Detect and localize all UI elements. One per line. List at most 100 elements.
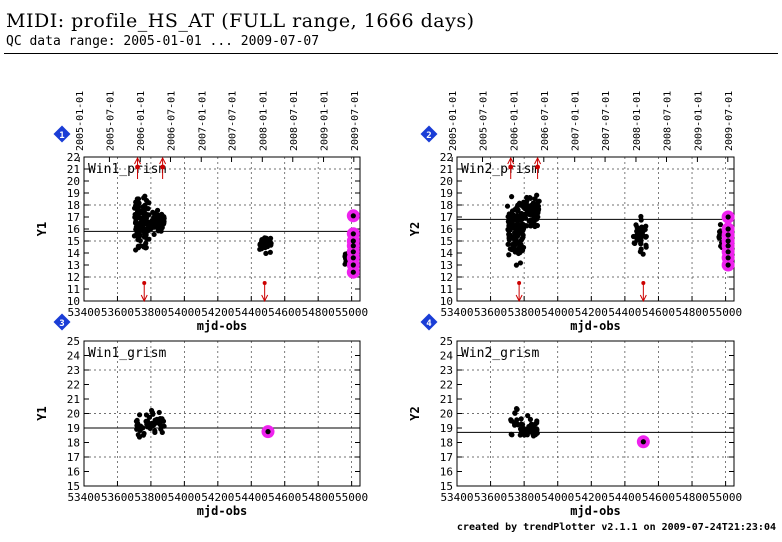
outlier-point bbox=[508, 164, 514, 170]
data-point bbox=[513, 262, 520, 268]
data-point bbox=[725, 214, 731, 220]
y-tick-label: 23 bbox=[440, 364, 453, 377]
data-point bbox=[154, 207, 161, 213]
y-tick-label: 18 bbox=[67, 199, 80, 212]
data-point bbox=[520, 234, 526, 240]
data-point bbox=[725, 243, 731, 249]
x-tick-label: 53400 bbox=[67, 306, 100, 319]
panel-label: Win1_grism bbox=[88, 346, 166, 361]
date-tick-label: 2006-07-01 bbox=[540, 91, 551, 151]
data-point bbox=[267, 249, 273, 255]
data-point bbox=[149, 410, 156, 416]
date-tick-label: 2006-01-01 bbox=[509, 91, 520, 151]
y-tick-label: 11 bbox=[440, 283, 453, 296]
data-point bbox=[637, 231, 643, 237]
data-point bbox=[717, 222, 724, 228]
y-tick-label: 20 bbox=[440, 408, 453, 421]
date-tick-label: 2008-07-01 bbox=[663, 91, 674, 151]
date-tick-label: 2009-07-01 bbox=[350, 91, 361, 151]
data-point bbox=[518, 416, 524, 422]
page-subtitle: QC data range: 2005-01-01 ... 2009-07-07 bbox=[6, 34, 320, 49]
outlier-arrowhead bbox=[140, 294, 148, 303]
date-tick-label: 2007-01-01 bbox=[571, 91, 582, 151]
data-point bbox=[263, 250, 269, 256]
footer-credit: created by trendPlotter v2.1.1 on 2009-0… bbox=[456, 522, 776, 533]
y-tick-label: 16 bbox=[440, 223, 453, 236]
y-tick-label: 17 bbox=[440, 211, 453, 224]
data-point bbox=[350, 255, 356, 261]
data-point bbox=[132, 211, 138, 218]
y-tick-label: 20 bbox=[67, 175, 80, 188]
data-point bbox=[143, 418, 149, 424]
data-point bbox=[140, 225, 146, 231]
data-point bbox=[136, 230, 142, 236]
data-point bbox=[518, 246, 524, 252]
date-tick-label: 2007-01-01 bbox=[197, 91, 208, 151]
x-tick-label: 55000 bbox=[709, 306, 742, 319]
data-point bbox=[518, 429, 525, 436]
data-point bbox=[350, 238, 356, 244]
data-point bbox=[508, 417, 514, 423]
data-point bbox=[136, 412, 143, 418]
date-tick-label: 2009-07-01 bbox=[724, 91, 735, 151]
y-tick-label: 15 bbox=[440, 235, 453, 248]
data-point bbox=[511, 245, 517, 252]
data-point bbox=[517, 260, 524, 266]
panel-number: 4 bbox=[426, 319, 432, 329]
data-point bbox=[153, 420, 159, 426]
outlier-arrowhead bbox=[261, 294, 269, 303]
outlier-point bbox=[135, 164, 140, 170]
date-tick-label: 2006-07-01 bbox=[166, 91, 177, 151]
x-tick-label: 54200 bbox=[575, 306, 608, 319]
y-tick-label: 22 bbox=[67, 151, 80, 164]
data-point bbox=[725, 249, 731, 255]
data-point bbox=[146, 414, 153, 420]
x-axis-label: mjd-obs bbox=[197, 319, 248, 333]
data-point bbox=[524, 432, 530, 438]
y-axis-label: Y1 bbox=[35, 222, 49, 236]
data-point bbox=[265, 429, 271, 435]
data-point bbox=[506, 252, 512, 258]
x-tick-label: 54000 bbox=[541, 491, 574, 504]
x-tick-label: 54600 bbox=[642, 306, 675, 319]
data-point bbox=[145, 219, 151, 225]
data-point bbox=[135, 420, 141, 426]
x-tick-label: 54600 bbox=[268, 491, 301, 504]
data-point bbox=[532, 222, 538, 228]
x-tick-label: 54600 bbox=[642, 491, 675, 504]
data-point bbox=[259, 237, 265, 243]
x-tick-label: 54200 bbox=[201, 306, 234, 319]
data-point bbox=[158, 228, 164, 234]
data-point bbox=[525, 413, 531, 419]
x-tick-label: 54000 bbox=[541, 306, 574, 319]
panel-label: Win2_prism bbox=[461, 162, 539, 177]
data-point bbox=[725, 255, 731, 261]
x-tick-label: 53600 bbox=[474, 491, 507, 504]
data-point bbox=[144, 236, 150, 242]
date-tick-label: 2007-07-01 bbox=[228, 91, 239, 151]
data-point bbox=[145, 206, 151, 212]
date-tick-label: 2005-07-01 bbox=[105, 91, 116, 151]
y-tick-label: 22 bbox=[440, 379, 453, 392]
data-point bbox=[139, 210, 145, 216]
panel-number: 3 bbox=[59, 319, 64, 329]
date-tick-label: 2008-01-01 bbox=[258, 91, 269, 151]
y-tick-label: 23 bbox=[67, 364, 80, 377]
data-point bbox=[512, 241, 519, 247]
data-point bbox=[152, 429, 158, 436]
data-point bbox=[513, 406, 520, 412]
y-tick-label: 16 bbox=[67, 466, 80, 479]
panel-number: 1 bbox=[59, 131, 64, 141]
data-point bbox=[504, 203, 511, 209]
date-tick-label: 2006-01-01 bbox=[136, 91, 147, 151]
x-tick-label: 55000 bbox=[335, 306, 368, 319]
y-tick-label: 22 bbox=[440, 151, 453, 164]
y-tick-label: 18 bbox=[440, 199, 453, 212]
data-point bbox=[140, 432, 147, 438]
x-tick-label: 54800 bbox=[675, 491, 708, 504]
data-point bbox=[160, 213, 166, 219]
y-tick-label: 20 bbox=[67, 408, 80, 421]
x-tick-label: 55000 bbox=[709, 491, 742, 504]
date-tick-label: 2008-07-01 bbox=[289, 91, 300, 151]
